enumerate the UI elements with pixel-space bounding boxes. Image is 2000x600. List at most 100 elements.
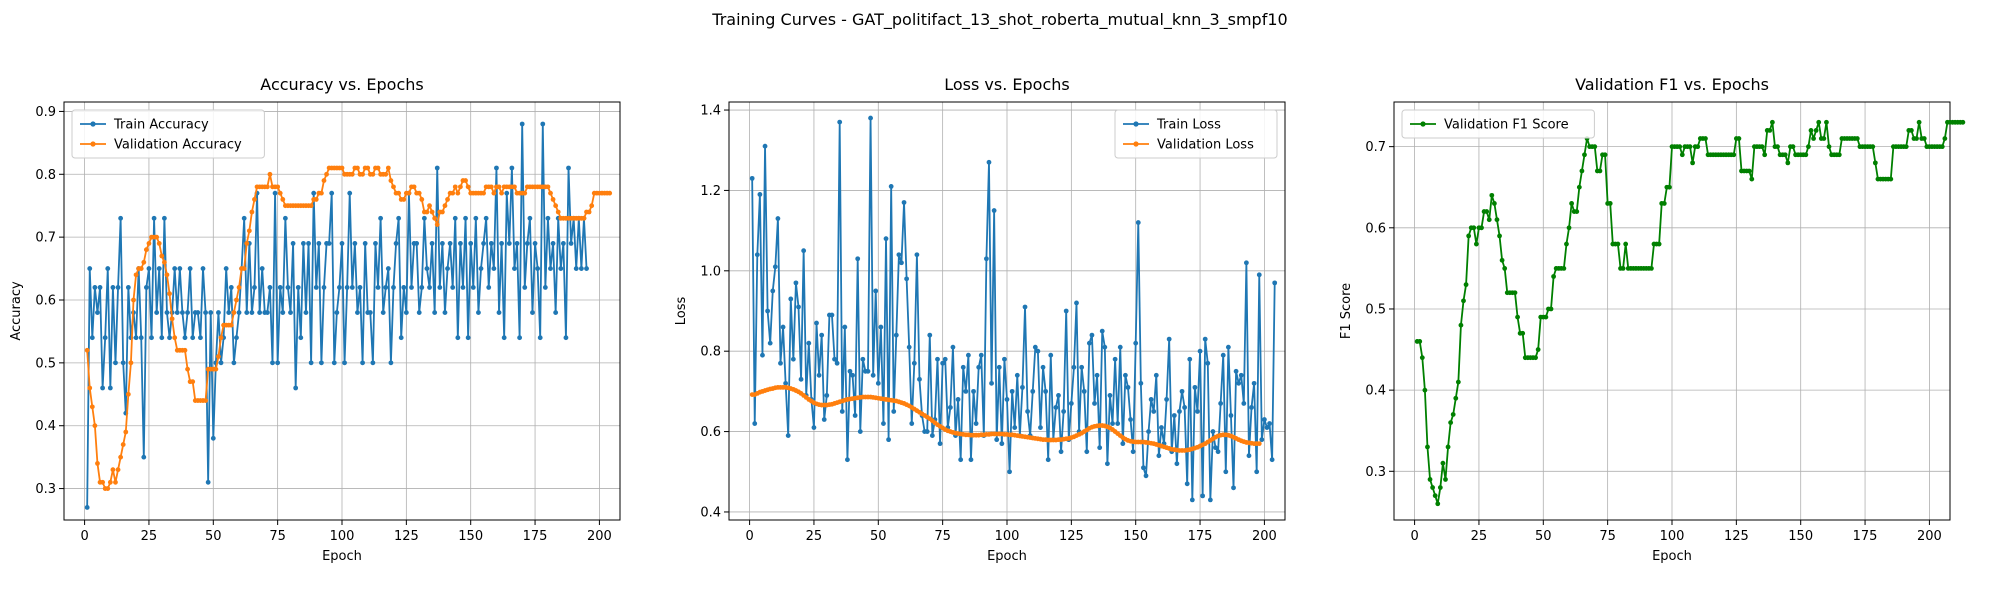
validation-accuracy-series	[84, 165, 613, 491]
y-tick-label: 0.4	[35, 419, 56, 434]
data-point	[1068, 401, 1074, 406]
data-point	[458, 241, 463, 246]
data-point	[185, 310, 190, 315]
data-point	[118, 454, 124, 460]
legend-label: Train Accuracy	[113, 118, 209, 133]
data-point	[349, 285, 355, 290]
data-point	[442, 203, 448, 209]
data-point	[463, 215, 468, 221]
data-point	[1695, 144, 1701, 150]
data-point	[1520, 330, 1526, 336]
x-tick-label: 175	[1188, 529, 1213, 544]
data-point	[1133, 340, 1139, 346]
x-tick-label: 200	[587, 529, 612, 544]
data-point	[1576, 184, 1582, 190]
data-point	[195, 310, 201, 315]
legend-swatch-marker	[1133, 121, 1139, 127]
data-point	[249, 209, 255, 215]
data-point	[1218, 401, 1224, 406]
y-tick-label: 0.3	[35, 482, 56, 497]
data-point	[398, 335, 404, 341]
data-point	[167, 291, 172, 297]
data-point	[352, 241, 358, 246]
y-axis-label: F1 Score	[1339, 283, 1354, 339]
data-point	[113, 479, 118, 485]
data-point	[550, 197, 556, 202]
data-point	[319, 190, 324, 196]
data-point	[154, 234, 160, 240]
data-point	[1435, 501, 1441, 507]
data-point	[1123, 372, 1128, 378]
data-point	[89, 404, 95, 410]
data-point	[293, 385, 299, 391]
data-point	[1656, 241, 1662, 247]
data-point	[1014, 372, 1020, 378]
data-point	[1808, 128, 1814, 133]
data-point	[427, 285, 432, 290]
data-point	[1782, 152, 1788, 158]
data-point	[1141, 465, 1146, 471]
data-point	[231, 360, 237, 366]
data-point	[1210, 429, 1216, 434]
data-point	[342, 360, 347, 366]
data-point	[875, 380, 881, 386]
data-point	[344, 285, 350, 290]
data-point	[1102, 344, 1108, 350]
data-point	[236, 285, 242, 290]
data-point	[767, 340, 773, 346]
legend: Train Accuracy Validation Accuracy	[71, 109, 265, 159]
data-point	[146, 241, 152, 246]
data-point	[1025, 409, 1030, 414]
data-point	[1443, 477, 1448, 482]
data-point	[947, 405, 953, 410]
data-point	[1427, 477, 1433, 482]
data-point	[1425, 444, 1430, 450]
data-point	[984, 256, 989, 262]
data-point	[1826, 144, 1832, 150]
data-point	[159, 253, 165, 259]
data-point	[535, 266, 541, 271]
data-point	[1184, 481, 1190, 487]
data-point	[1089, 332, 1095, 338]
data-point	[1143, 473, 1149, 479]
data-point	[97, 285, 103, 290]
data-point	[1125, 384, 1131, 390]
x-tick-label: 100	[1660, 529, 1685, 544]
data-point	[383, 171, 389, 177]
data-point	[989, 380, 994, 386]
data-point	[200, 266, 206, 271]
data-point	[388, 360, 394, 366]
data-point	[1579, 168, 1585, 174]
data-point	[290, 241, 296, 246]
legend-swatch-marker	[1133, 141, 1139, 147]
data-point	[814, 320, 819, 326]
data-point	[1262, 417, 1267, 422]
data-point	[1099, 328, 1105, 334]
data-point	[514, 241, 520, 246]
data-point	[1448, 420, 1454, 425]
data-point	[1112, 356, 1118, 362]
data-point	[403, 310, 409, 315]
data-point	[321, 285, 327, 290]
data-point	[339, 165, 345, 171]
data-point	[87, 266, 93, 271]
x-tick-label: 100	[330, 529, 355, 544]
data-point	[208, 310, 214, 315]
data-point	[512, 184, 517, 190]
data-point	[883, 236, 889, 242]
data-point	[1494, 217, 1500, 223]
data-point	[749, 175, 755, 181]
data-point	[1960, 119, 1966, 125]
data-point	[824, 393, 830, 398]
data-point	[558, 266, 564, 271]
y-tick-label: 0.5	[1365, 302, 1386, 317]
data-point	[1187, 356, 1193, 362]
data-point	[107, 479, 113, 485]
data-point	[1061, 409, 1067, 414]
data-point	[151, 215, 157, 221]
data-point	[578, 266, 584, 271]
data-point	[860, 356, 866, 362]
data-point	[1007, 469, 1012, 475]
data-point	[530, 310, 535, 315]
data-point	[1939, 144, 1945, 150]
